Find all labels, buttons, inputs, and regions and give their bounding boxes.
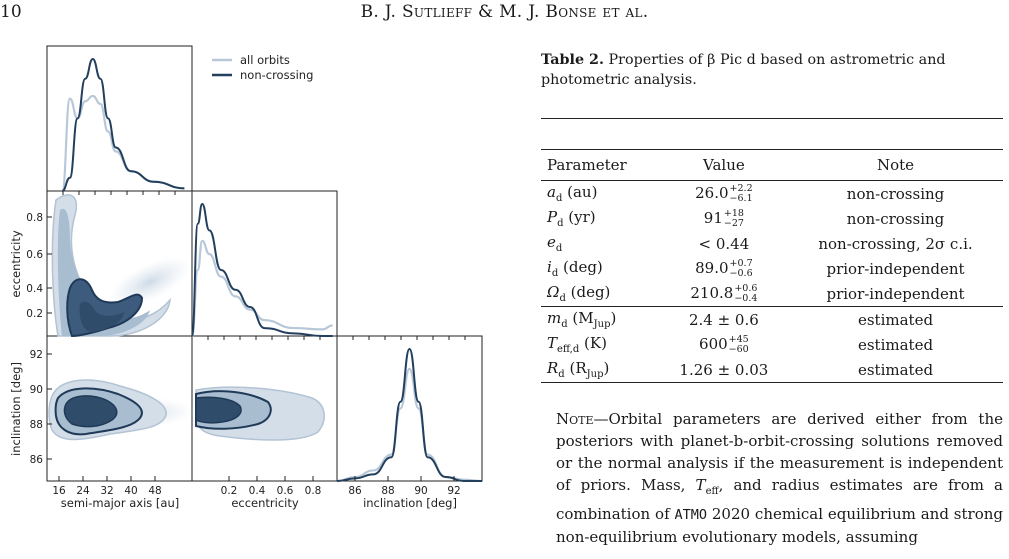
tick-label-inc-y: 90 [30,384,43,396]
table-row: md (MJup) 2.4 ± 0.6 estimated [541,306,1003,332]
contours-inc-ecc [195,386,325,441]
cell-parameter: id (deg) [547,258,603,279]
legend-all-orbits: all orbits [240,53,290,67]
legend-non-crossing: non-crossing [240,68,313,82]
table-row: Pd (yr) 91 +18 −27 non-crossing [541,206,1003,231]
table-row: Rd (RJup) 1.26 ± 0.03 estimated [541,357,1003,383]
header-value: Value [659,149,789,181]
cell-note: non-crossing [846,184,945,203]
hist-2-series-0 [336,367,483,483]
tick-label-ecc-x: 0.6 [277,485,294,497]
cell-parameter: ad (au) [547,183,598,204]
tick-label-sma: 16 [52,485,66,497]
cell-parameter: Teff,d (K) [547,334,607,355]
page-number: 10 [0,2,22,22]
tick-label-inc-x: 86 [348,485,362,497]
table-note: Note—Orbital parameters are derived eith… [556,410,1003,546]
tick-label-inc-x: 88 [381,485,394,497]
tick-label-ecc-y: 0.4 [26,283,43,295]
contours-inc-sma [48,379,195,441]
properties-table: Parameter Value Note ad (au) 26.0 +2.2 −6.1… [541,118,1003,383]
cell-parameter: ed [547,233,563,254]
ylabel-inc: inclination [deg] [9,362,23,456]
cell-note: non-crossing [846,209,945,228]
tick-label-inc-y: 88 [30,419,43,431]
cell-note: non-crossing, 2σ c.i. [818,234,973,253]
cell-note: estimated [788,306,1003,332]
hist-0-series-1 [61,57,185,192]
tick-label-ecc-x: 0.4 [249,485,266,497]
cell-note: estimated [857,335,934,354]
table-row: ad (au) 26.0 +2.2 −6.1 non-crossing [541,181,1003,207]
table-row: id (deg) 89.0 +0.7 −0.6 prior-independent [541,256,1003,281]
cell-value: 1.26 ± 0.03 [659,357,789,383]
tick-label-inc-y: 92 [30,349,43,361]
xlabel-inc: inclination [deg] [363,496,457,510]
cell-value: 91 +18 −27 [703,207,744,229]
cell-note: prior-independent [826,259,965,278]
header-parameter: Parameter [541,149,660,181]
hist-1-series-1 [191,202,333,337]
tick-label-ecc-y: 0.6 [26,249,43,261]
cell-parameter: md (MJup) [541,306,660,332]
cell-value: 600 +45 −60 [699,333,749,355]
tick-label-ecc-y: 0.2 [26,308,43,320]
panel-inc-hist [336,335,483,482]
cell-parameter: Rd (RJup) [541,357,660,383]
corner-plot: all orbits non-crossing 16 24 32 40 48 0.2 0.4… [9,45,483,510]
header-note: Note [788,149,1003,181]
cell-value: 89.0 +0.7 −0.6 [695,257,753,279]
cell-value: 26.0 +2.2 −6.1 [695,182,753,204]
cell-note: prior-independent [826,284,965,303]
ylabel-ecc: eccentricity [9,230,23,298]
cell-parameter: Ωd (deg) [547,283,611,304]
tick-label-inc-x: 92 [447,485,460,497]
tick-label-inc-y: 86 [30,454,44,466]
hist-1-series-0 [190,239,333,338]
table-row: Ωd (deg) 210.8 +0.6 −0.4 prior-independent [541,281,1003,307]
hist-2-series-1 [336,347,482,482]
tick-label-ecc-x: 0.8 [305,485,322,497]
cell-value: < 0.44 [698,234,750,253]
tick-label-inc-x: 90 [414,485,427,497]
tick-label-sma: 32 [100,485,113,497]
xlabel-ecc: eccentricity [231,496,299,510]
tick-label-ecc-y: 0.8 [26,212,43,224]
cell-value: 210.8 +0.6 −0.4 [690,282,758,304]
panel-sma-hist [46,45,193,192]
table-row: Teff,d (K) 600 +45 −60 estimated [541,332,1003,357]
xlabel-sma: semi-major axis [au] [61,496,179,510]
tick-label-sma: 40 [124,485,137,497]
running-head: B. J. Sutlieff & M. J. Bonse et al. [360,2,649,22]
cell-parameter: Pd (yr) [547,208,596,229]
cell-note: estimated [788,357,1003,383]
table-row: ed < 0.44 non-crossing, 2σ c.i. [541,231,1003,256]
contours-ecc-sma [51,194,192,338]
cell-value: 2.4 ± 0.6 [659,306,789,332]
tick-label-sma: 48 [148,485,161,497]
tick-label-sma: 24 [76,485,90,497]
table-caption: Table 2. Properties of β Pic d based on … [541,52,946,88]
tick-label-ecc-x: 0.2 [221,485,238,497]
